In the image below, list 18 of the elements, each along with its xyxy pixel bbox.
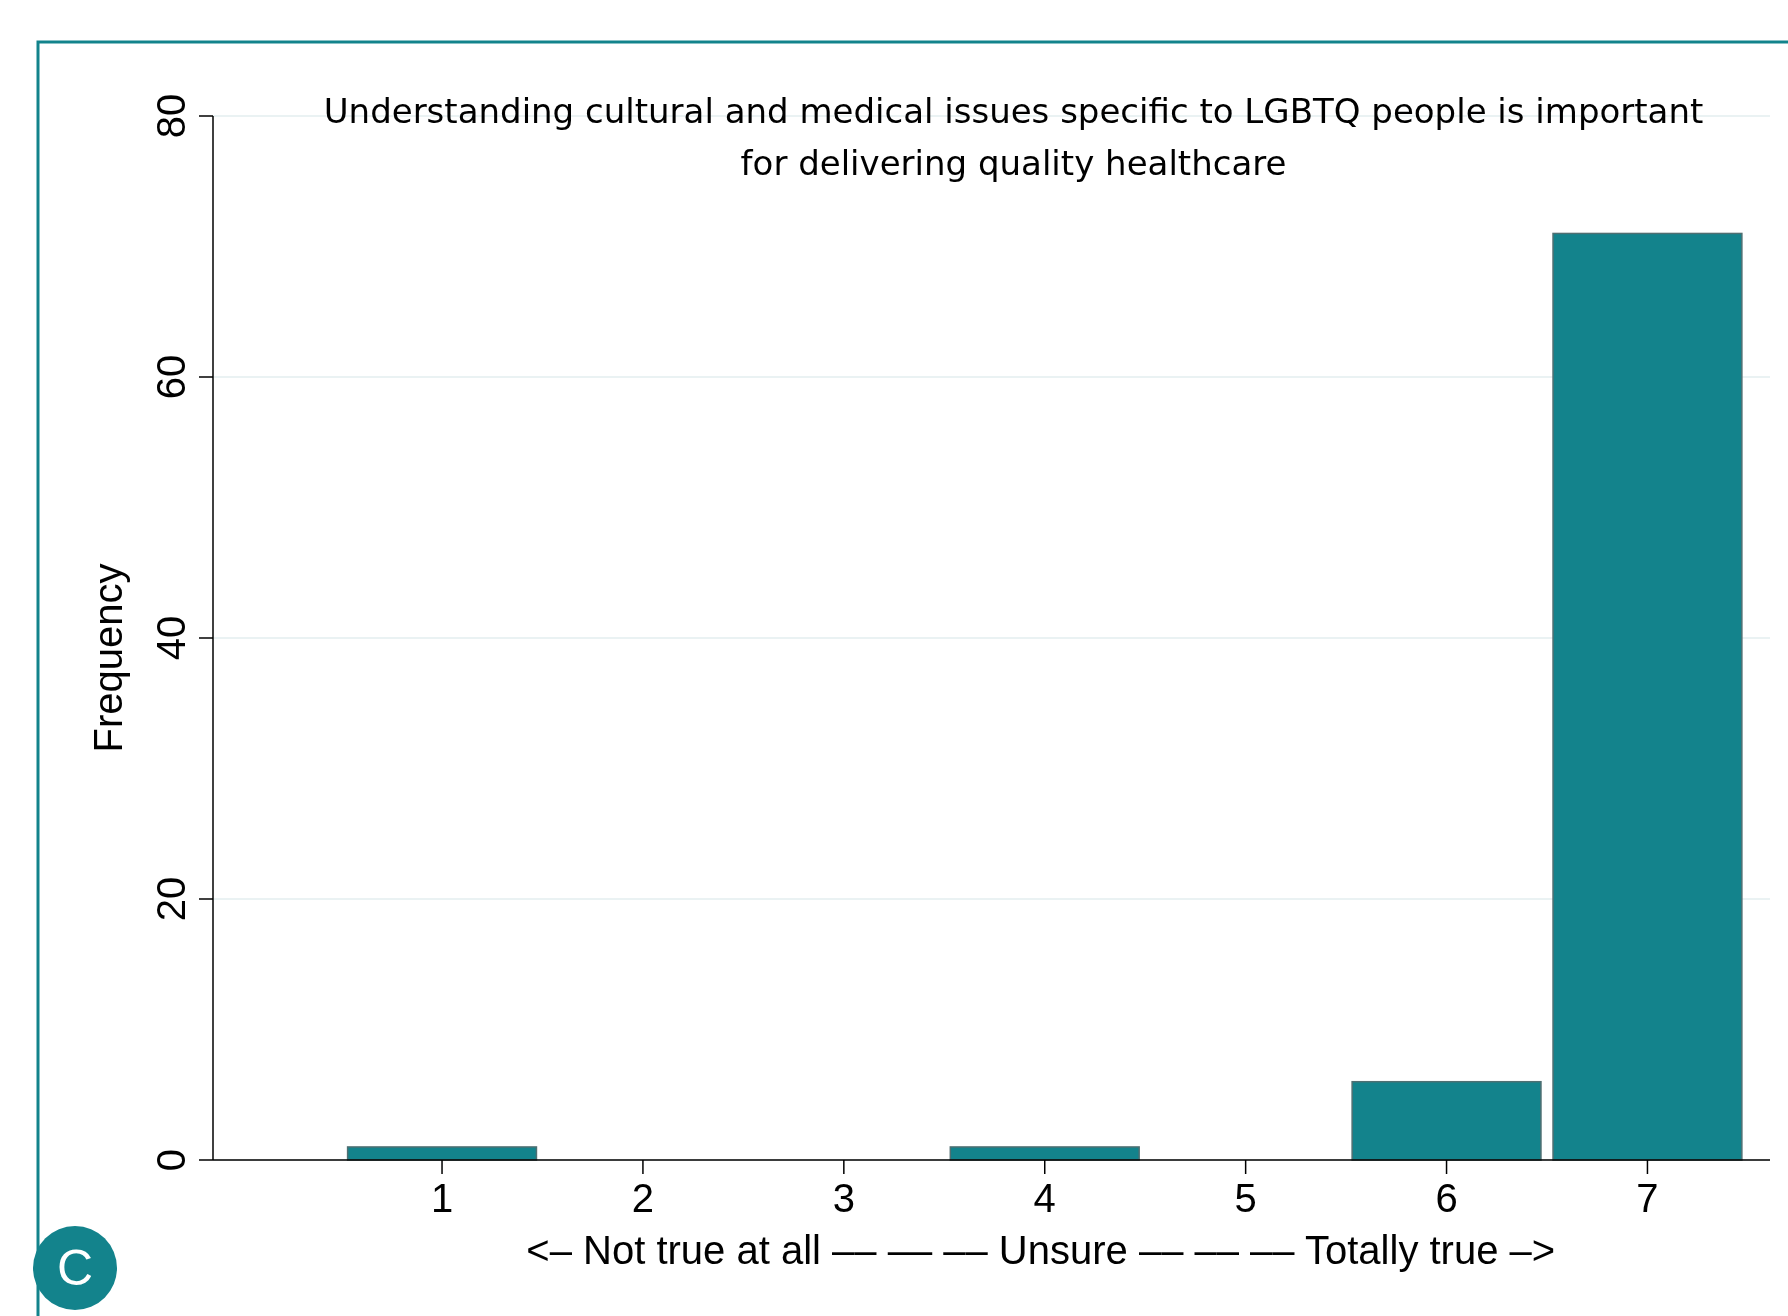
y-tick-label: 0: [149, 1148, 193, 1172]
x-tick-label: 4: [1033, 1176, 1056, 1220]
y-tick-label: 40: [149, 615, 193, 661]
x-tick-label: 2: [631, 1176, 655, 1220]
y-tick-label: 20: [149, 876, 193, 922]
text: C: [56, 1240, 94, 1296]
x-axis-title: <– Not true at all –– –– –– Unsure –– –– –– Totally true –>: [526, 1228, 1556, 1272]
x-tick-label: 6: [1435, 1176, 1458, 1220]
x-tick-label: 5: [1234, 1176, 1257, 1220]
y-axis-title: Frequency: [86, 563, 130, 753]
y-tick-label: 60: [149, 354, 193, 400]
bar: [1351, 1080, 1542, 1161]
bar: [1552, 232, 1743, 1161]
chart-title: Understanding cultural and medical issues specific to LGBTQ people is important for delivering quality healthcare: [323, 91, 1704, 183]
y-tick-label: 80: [149, 93, 193, 139]
x-tick-label: 1: [430, 1176, 454, 1220]
x-tick-label: 7: [1636, 1176, 1659, 1220]
x-tick-label: 3: [832, 1176, 855, 1220]
